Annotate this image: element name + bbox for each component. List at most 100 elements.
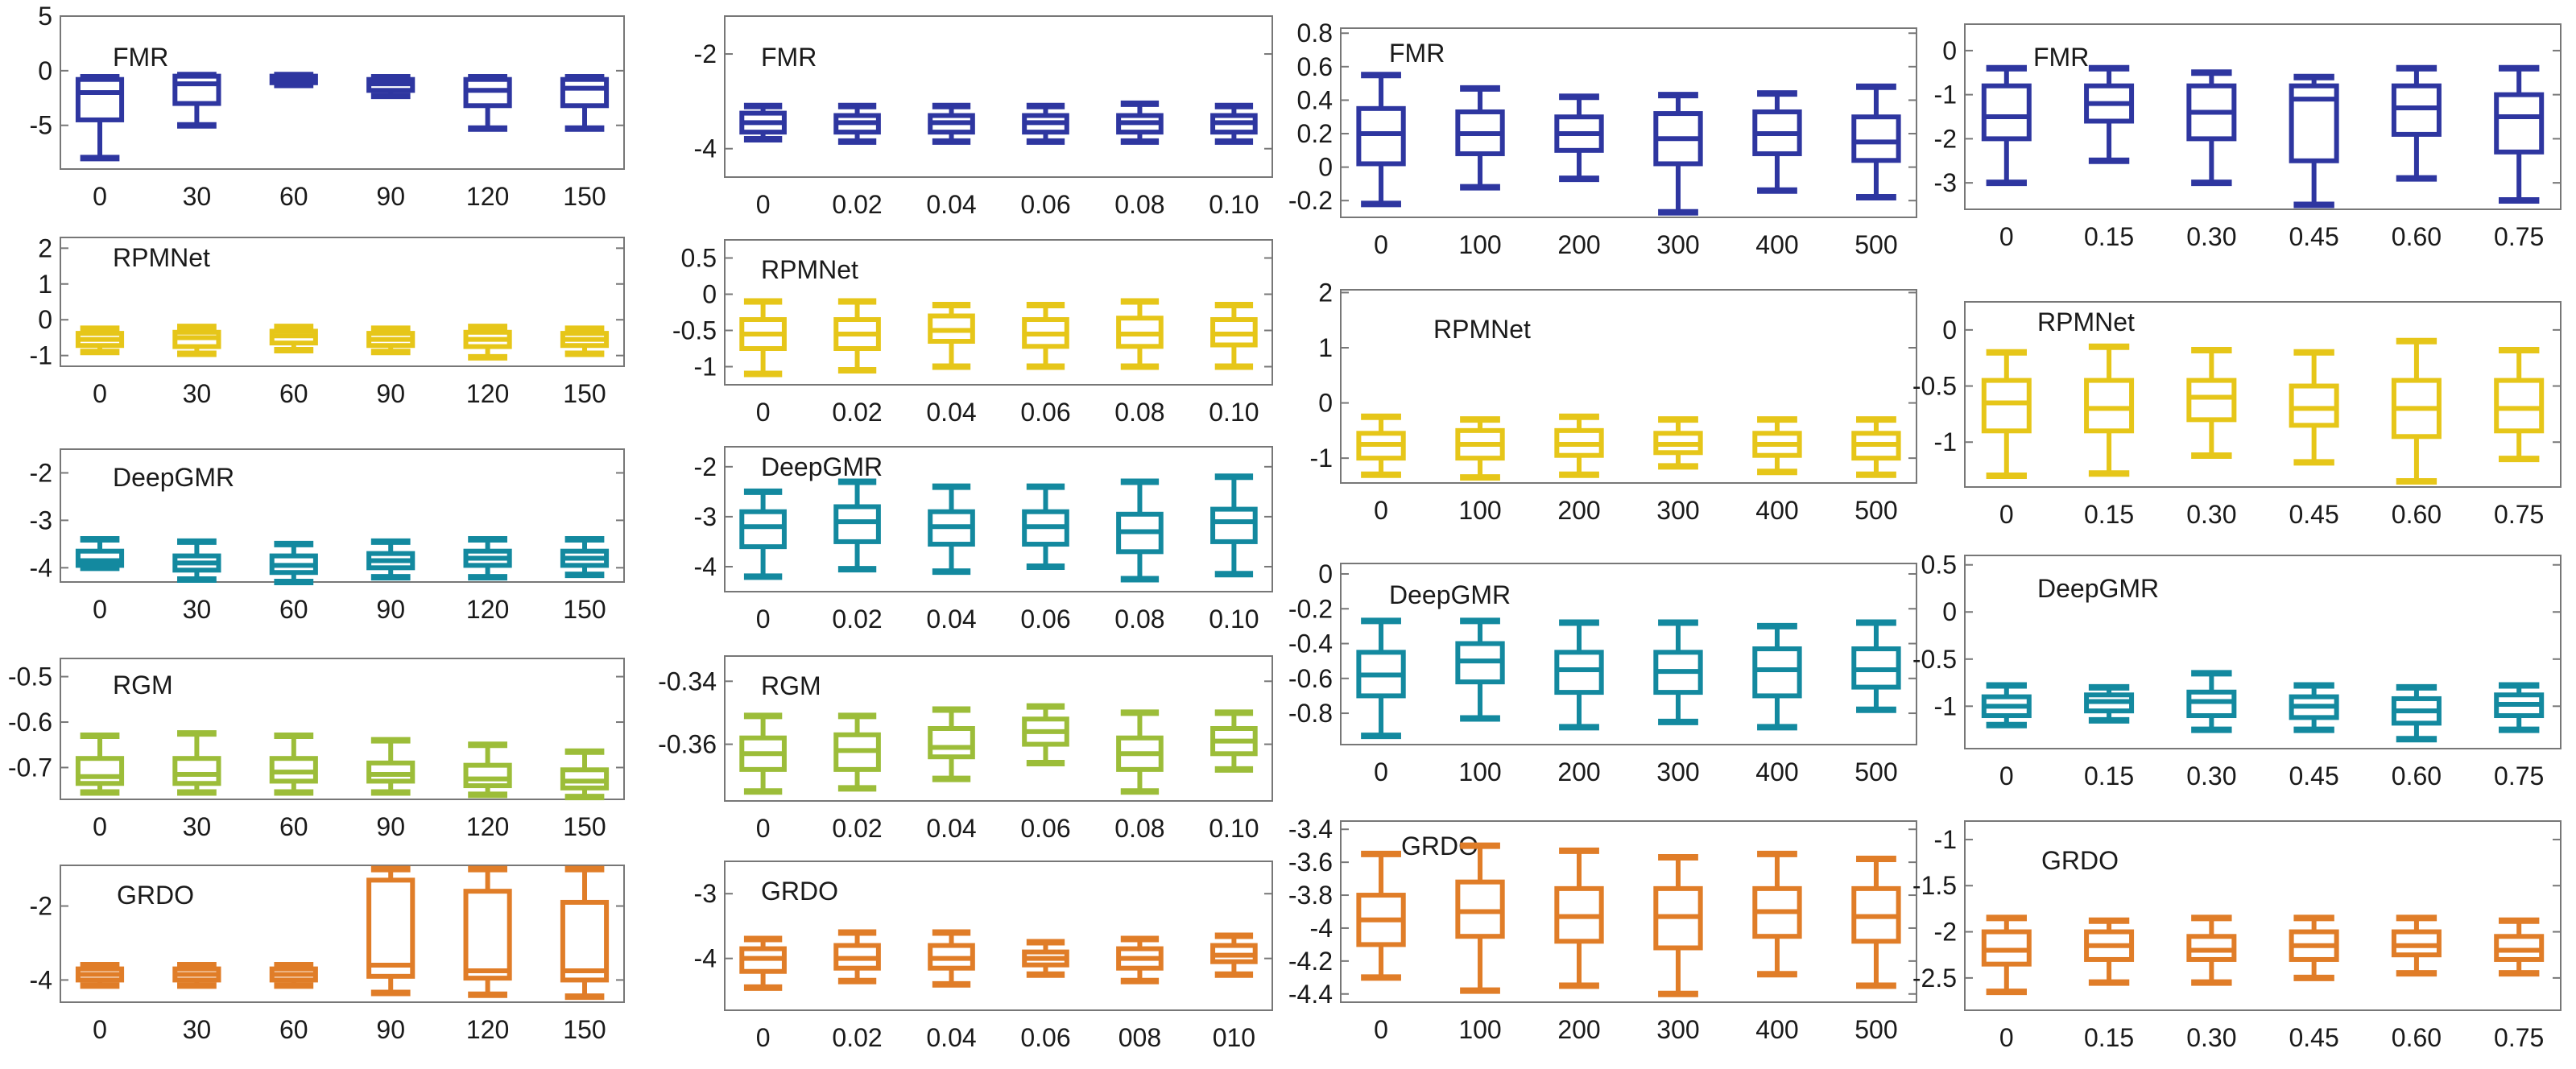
iqr-box — [2084, 378, 2135, 434]
y-tick-label: -1.5 — [1912, 871, 1957, 900]
x-tick-label: 30 — [183, 812, 212, 841]
box-0.08 — [1116, 709, 1164, 795]
box-0.10 — [1210, 473, 1258, 578]
y-tick-label: -5 — [30, 111, 52, 140]
box-0.75 — [2494, 64, 2545, 204]
box-90 — [366, 737, 416, 796]
box-0.60 — [2391, 64, 2442, 182]
x-tick-label: 0 — [1374, 757, 1388, 786]
box-0.04 — [928, 706, 975, 782]
box-100 — [1455, 85, 1505, 191]
box-0 — [739, 488, 787, 580]
box-0 — [1981, 349, 2032, 480]
y-tick-label: -3.4 — [1288, 815, 1333, 844]
box-0 — [75, 535, 125, 572]
box-200 — [1554, 93, 1604, 183]
x-tick-label: 100 — [1458, 757, 1501, 786]
box-0.04 — [928, 102, 975, 145]
x-tick-label: 0.08 — [1114, 190, 1164, 219]
box-0.10 — [1210, 709, 1258, 773]
box-0.45 — [2289, 682, 2339, 733]
x-tick-label: 0.15 — [2084, 762, 2134, 790]
box-0 — [1356, 850, 1406, 981]
x-tick-label: 0.30 — [2186, 1023, 2236, 1052]
box-150 — [560, 535, 610, 579]
box-30 — [172, 962, 221, 989]
box-30 — [172, 538, 221, 584]
box-60 — [269, 324, 318, 353]
x-tick-label: 120 — [466, 379, 509, 408]
panel-deepgmr-12: 0 -0.2 -0.4 -0.6 -0.8 0 100 200 300 400 500 DeepGMR — [1288, 559, 1917, 786]
box-0.30 — [2186, 670, 2237, 733]
box-0.06 — [1022, 302, 1069, 370]
y-tick-label: -0.36 — [658, 730, 717, 759]
x-tick-label: 0.04 — [926, 190, 976, 219]
x-tick-label: 150 — [563, 182, 606, 211]
box-0 — [739, 102, 787, 142]
x-tick-label: 0.06 — [1020, 398, 1070, 427]
y-tick-label: -1 — [1934, 80, 1957, 109]
box-60 — [269, 962, 318, 989]
x-tick-label: 120 — [466, 812, 509, 841]
box-0 — [739, 298, 787, 378]
x-tick-label: 150 — [563, 1015, 606, 1044]
x-tick-label: 0.60 — [2392, 222, 2442, 251]
box-150 — [560, 325, 610, 357]
axes-frame — [1340, 563, 1917, 745]
box-0.02 — [833, 929, 881, 984]
axes-frame — [724, 861, 1273, 1011]
x-tick-label: 0.10 — [1209, 814, 1259, 843]
iqr-box — [75, 76, 125, 122]
box-60 — [269, 732, 318, 796]
panel-fmr-5: -2 -4 0 0.02 0.04 0.06 0.08 0.10 FMR — [694, 15, 1273, 219]
box-120 — [463, 741, 512, 799]
x-tick-label: 008 — [1118, 1023, 1161, 1052]
y-tick-label: -0.34 — [658, 667, 717, 695]
x-tick-label: 0.45 — [2289, 500, 2338, 529]
iqr-box — [1981, 83, 2032, 142]
box-0.04 — [928, 929, 975, 988]
x-tick-label: 0.60 — [2392, 1023, 2442, 1052]
box-0.06 — [1022, 939, 1069, 978]
panel-grdo-13: -3.4-3.6-3.8-4-4.2-4.40 100 200 300 400 500GR… — [1288, 815, 1917, 1044]
iqr-box — [75, 756, 125, 786]
x-tick-label: 0.45 — [2289, 762, 2338, 790]
y-tick-label: -0.6 — [8, 708, 52, 737]
axes-frame — [1964, 820, 2562, 1011]
x-tick-label: 0 — [1999, 1023, 2014, 1052]
box-0.08 — [1116, 298, 1164, 370]
box-0 — [1356, 413, 1406, 478]
y-tick-label: -0.4 — [1288, 629, 1333, 658]
iqr-box — [560, 899, 610, 983]
x-tick-label: 0.75 — [2494, 762, 2544, 790]
y-tick-label: 0.4 — [1297, 85, 1333, 114]
panel-rpmnet-11: 2 1 0 -1 0 100 200 300 400 500 RPMNet — [1310, 278, 1917, 525]
x-tick-label: 90 — [376, 379, 405, 408]
box-150 — [560, 865, 610, 1001]
x-tick-label: 500 — [1854, 1015, 1897, 1044]
iqr-box — [172, 73, 221, 106]
box-0.60 — [2391, 914, 2442, 977]
box-0.02 — [833, 298, 881, 374]
y-tick-label: -0.5 — [672, 316, 717, 345]
x-tick-label: 0 — [93, 595, 107, 624]
y-tick-label: -3 — [694, 879, 717, 908]
y-tick-label: -2 — [30, 458, 52, 487]
panel-rpmnet-15: 0 -0.5 -1 0 0.15 0.30 0.45 0.60 0.75 RPMNet — [1912, 301, 2562, 529]
y-tick-label: -2 — [1934, 124, 1957, 153]
box-60 — [269, 72, 318, 89]
x-tick-label: 0.60 — [2392, 762, 2442, 790]
box-0.10 — [1210, 302, 1258, 370]
y-tick-label: 0.5 — [681, 244, 717, 273]
x-tick-label: 60 — [279, 379, 308, 408]
box-120 — [463, 535, 512, 581]
box-0 — [75, 74, 125, 162]
y-tick-label: 0 — [1942, 316, 1957, 345]
box-120 — [463, 865, 512, 998]
axes-frame — [60, 865, 625, 1003]
x-tick-label: 200 — [1557, 1015, 1600, 1044]
iqr-box — [2494, 378, 2545, 434]
iqr-box — [1356, 105, 1406, 167]
box-90 — [366, 74, 416, 100]
